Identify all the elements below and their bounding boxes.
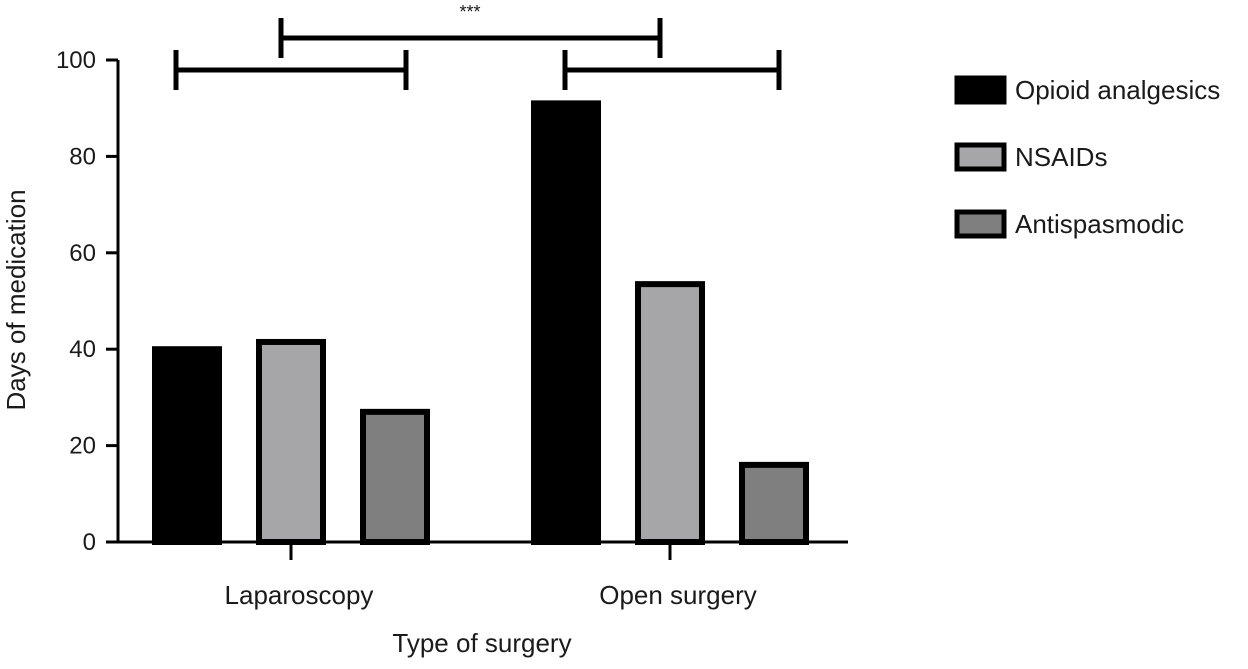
x-tick-label: Open surgery xyxy=(599,580,757,610)
bar-opioid-analgesics-laparoscopy xyxy=(152,346,222,546)
bar-opioid-analgesics-open-surgery xyxy=(531,100,601,545)
bar-nsaids-open-surgery xyxy=(635,281,705,545)
bar-antispasmodic-open-surgery xyxy=(739,461,809,546)
x-axis-title: Type of surgery xyxy=(392,628,571,658)
x-tick-label: Laparoscopy xyxy=(225,580,374,610)
legend-label-nsaids: NSAIDs xyxy=(1015,142,1107,172)
y-tick-label: 40 xyxy=(69,336,96,363)
y-axis-title: Days of medication xyxy=(1,189,31,410)
legend-label-antispasmodic: Antispasmodic xyxy=(1015,209,1184,239)
legend-swatch-opioid-analgesics xyxy=(954,75,1007,105)
y-tick-label: 60 xyxy=(69,240,96,267)
y-tick-label: 0 xyxy=(83,529,96,556)
y-tick-label: 100 xyxy=(56,47,96,74)
legend-swatch-nsaids xyxy=(954,142,1007,172)
significance-label: *** xyxy=(459,2,480,22)
y-tick-label: 80 xyxy=(69,143,96,170)
legend-swatch-antispasmodic xyxy=(954,209,1007,239)
bar-nsaids-laparoscopy xyxy=(256,338,326,545)
legend-label-opioid-analgesics: Opioid analgesics xyxy=(1015,75,1220,105)
bar-antispasmodic-laparoscopy xyxy=(360,408,430,545)
y-tick-label: 20 xyxy=(69,433,96,460)
